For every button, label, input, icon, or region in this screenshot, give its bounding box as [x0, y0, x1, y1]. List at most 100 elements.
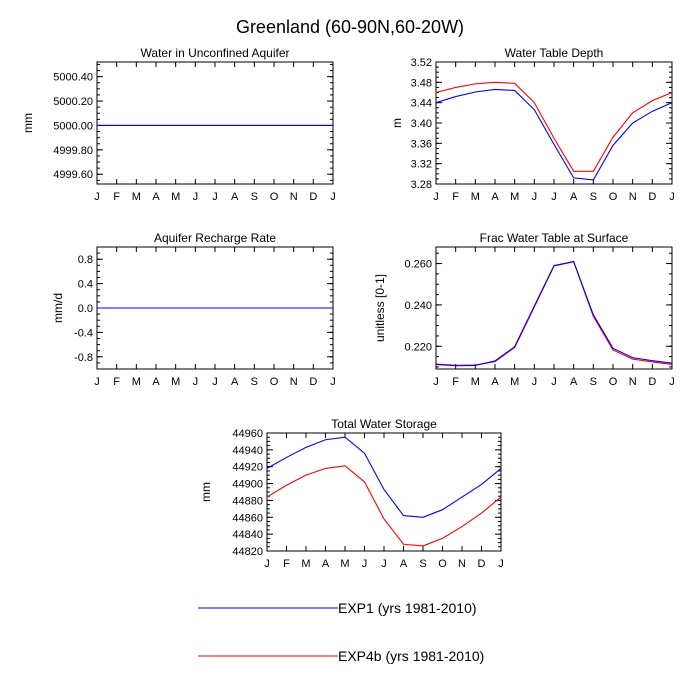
y-axis-label: mm/d: [51, 293, 65, 323]
x-tick-label: J: [212, 191, 218, 203]
y-tick-label: 4999.80: [53, 145, 93, 157]
x-tick-label: A: [570, 376, 578, 388]
y-axis-label: mm: [199, 482, 213, 502]
y-tick-label: 3.48: [411, 77, 432, 89]
y-tick-label: 44820: [232, 546, 263, 558]
x-tick-label: N: [629, 376, 637, 388]
y-tick-label: 44900: [232, 479, 263, 491]
x-tick-label: N: [290, 376, 298, 388]
legend-label-exp4b: EXP4b (yrs 1981-2010): [338, 648, 484, 664]
y-tick-label: 3.52: [411, 57, 432, 69]
x-tick-label: J: [433, 376, 439, 388]
x-tick-label: A: [570, 191, 578, 203]
x-tick-label: J: [551, 191, 557, 203]
x-tick-label: A: [491, 191, 499, 203]
x-tick-label: M: [340, 558, 349, 570]
x-tick-label: M: [301, 558, 310, 570]
y-tick-label: 0.8: [78, 254, 93, 266]
x-tick-label: A: [152, 376, 160, 388]
chart-title: Aquifer Recharge Rate: [154, 231, 276, 245]
y-tick-label: 5000.40: [53, 72, 93, 84]
x-tick-label: M: [510, 376, 519, 388]
x-tick-label: J: [362, 558, 368, 570]
x-tick-label: A: [231, 191, 239, 203]
x-tick-label: A: [322, 558, 330, 570]
x-tick-label: J: [669, 376, 675, 388]
y-tick-label: 5000.20: [53, 96, 93, 108]
x-tick-label: M: [171, 376, 180, 388]
y-tick-label: 3.36: [411, 138, 432, 150]
y-tick-label: 44920: [232, 462, 263, 474]
x-tick-label: J: [264, 558, 270, 570]
x-tick-label: D: [478, 558, 486, 570]
x-tick-label: N: [458, 558, 466, 570]
y-tick-label: 0.4: [78, 279, 93, 291]
x-tick-label: O: [609, 191, 618, 203]
x-tick-label: D: [648, 191, 656, 203]
y-tick-label: 5000.00: [53, 120, 93, 132]
y-tick-label: 3.44: [411, 98, 432, 110]
x-tick-label: A: [491, 376, 499, 388]
x-tick-label: J: [532, 191, 538, 203]
x-tick-label: J: [94, 191, 100, 203]
x-tick-label: S: [590, 191, 597, 203]
x-tick-label: J: [212, 376, 218, 388]
series-line-exp4b: [266, 465, 502, 547]
x-tick-label: S: [419, 558, 426, 570]
x-tick-label: A: [152, 191, 160, 203]
series-line-exp1: [435, 88, 673, 181]
x-tick-label: F: [452, 376, 459, 388]
y-tick-label: 0.220: [404, 341, 432, 353]
x-tick-label: F: [113, 191, 120, 203]
plot-frame: [96, 61, 334, 185]
x-tick-label: F: [452, 191, 459, 203]
x-tick-label: J: [433, 191, 439, 203]
x-tick-label: M: [132, 191, 141, 203]
y-tick-label: 3.40: [411, 118, 432, 130]
x-tick-label: J: [330, 191, 336, 203]
x-tick-label: J: [193, 376, 199, 388]
chart-title: Total Water Storage: [331, 417, 437, 431]
x-tick-label: S: [590, 376, 597, 388]
x-tick-label: D: [309, 376, 317, 388]
x-tick-label: J: [381, 558, 387, 570]
series-line-exp4b: [435, 81, 673, 172]
y-tick-label: 4999.60: [53, 169, 93, 181]
x-tick-label: M: [471, 376, 480, 388]
y-tick-label: 3.32: [411, 159, 432, 171]
y-tick-label: 44880: [232, 495, 263, 507]
chart-title: Frac Water Table at Surface: [480, 231, 629, 245]
series-line-exp4b: [435, 261, 673, 366]
y-axis-label: m: [390, 118, 404, 128]
legend: EXP1 (yrs 1981-2010) EXP4b (yrs 1981-201…: [198, 600, 484, 664]
y-tick-label: 0.260: [404, 259, 432, 271]
x-tick-label: J: [94, 376, 100, 388]
y-tick-label: 44940: [232, 445, 263, 457]
x-tick-label: A: [231, 376, 239, 388]
x-tick-label: M: [471, 191, 480, 203]
x-tick-label: D: [648, 376, 656, 388]
x-tick-label: J: [498, 558, 504, 570]
y-tick-label: 44840: [232, 529, 263, 541]
x-tick-label: J: [193, 191, 199, 203]
x-tick-label: N: [629, 191, 637, 203]
plot-frame: [266, 432, 502, 552]
y-tick-label: 0.240: [404, 300, 432, 312]
x-tick-label: F: [283, 558, 290, 570]
y-tick-label: 44860: [232, 512, 263, 524]
x-tick-label: S: [251, 376, 258, 388]
x-tick-label: S: [251, 191, 258, 203]
y-axis-label: unitless [0-1]: [373, 274, 387, 342]
plot-frame: [435, 61, 673, 185]
x-tick-label: O: [270, 376, 279, 388]
x-tick-label: A: [400, 558, 408, 570]
series-line-exp1: [266, 436, 502, 518]
x-tick-label: N: [290, 191, 298, 203]
y-tick-label: -0.4: [74, 327, 93, 339]
